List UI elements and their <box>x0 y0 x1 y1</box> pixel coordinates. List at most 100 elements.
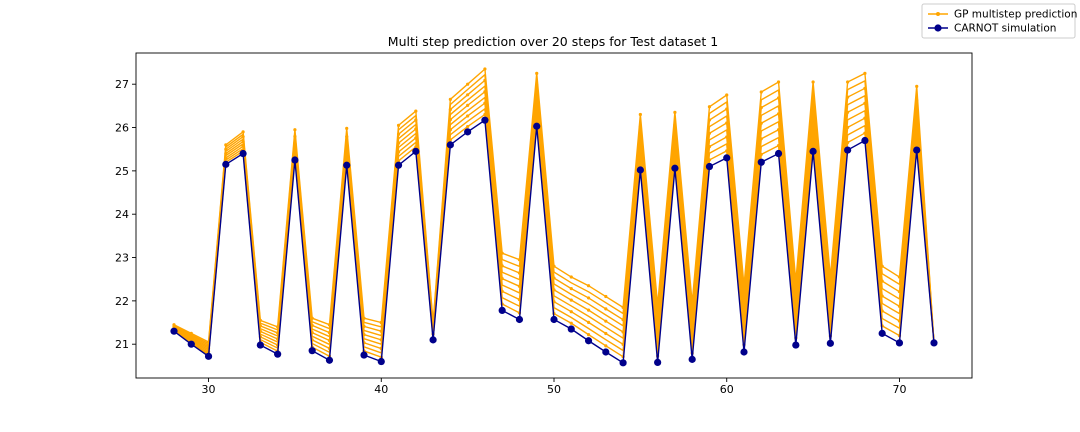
simulation-point <box>809 147 817 155</box>
prediction-point <box>880 264 884 268</box>
simulation-point <box>913 146 921 154</box>
prediction-point <box>586 296 591 300</box>
prediction-point <box>379 338 383 342</box>
prediction-point <box>794 293 798 298</box>
prediction-point <box>569 275 573 279</box>
prediction-point <box>863 116 867 120</box>
simulation-point <box>464 128 472 136</box>
prediction-point <box>880 294 884 298</box>
prediction-point <box>673 148 677 152</box>
prediction-point <box>621 342 625 346</box>
y-tick-label: 22 <box>115 295 129 308</box>
prediction-point <box>396 150 401 154</box>
prediction-point <box>345 151 349 155</box>
simulation-point <box>861 136 869 145</box>
prediction-point <box>759 152 763 156</box>
prediction-point <box>725 149 729 153</box>
prediction-point <box>500 277 504 281</box>
prediction-point <box>707 105 712 109</box>
prediction-point <box>673 160 677 164</box>
prediction-point <box>776 112 781 116</box>
prediction-point <box>811 111 815 115</box>
prediction-point <box>656 316 660 320</box>
prediction-point <box>638 162 642 166</box>
prediction-point <box>811 126 815 130</box>
prediction-point <box>241 144 245 148</box>
simulation-point <box>844 146 852 154</box>
prediction-point <box>396 141 401 145</box>
prediction-point <box>638 149 642 154</box>
prediction-point <box>725 93 729 97</box>
prediction-point <box>327 330 332 335</box>
prediction-point <box>707 145 712 149</box>
prediction-point <box>258 318 262 322</box>
simulation-point <box>204 352 213 360</box>
prediction-point <box>915 84 919 88</box>
prediction-point <box>414 118 418 122</box>
prediction-point <box>828 290 832 294</box>
prediction-point <box>759 121 763 125</box>
prediction-point <box>776 143 781 148</box>
y-axis: 21 22 23 24 25 26 27 <box>115 78 136 351</box>
prediction-point <box>846 80 850 84</box>
simulation-point <box>654 358 662 366</box>
prediction-point <box>621 318 625 322</box>
prediction-point <box>742 284 746 288</box>
simulation-point <box>619 359 627 367</box>
prediction-point <box>414 136 418 140</box>
prediction-point <box>310 323 314 328</box>
prediction-point <box>586 284 591 288</box>
prediction-point <box>258 324 262 328</box>
prediction-point <box>707 158 712 162</box>
prediction-point <box>915 141 919 145</box>
prediction-point <box>828 319 832 323</box>
prediction-point <box>224 147 228 151</box>
prediction-point <box>759 137 763 141</box>
prediction-point <box>396 132 401 136</box>
simulation-point <box>256 341 264 349</box>
prediction-point <box>552 300 556 304</box>
prediction-point <box>241 139 245 144</box>
simulation-point <box>274 350 282 358</box>
prediction-point <box>656 341 660 345</box>
x-tick-label: 40 <box>374 383 388 396</box>
x-axis: 30 40 50 60 70 <box>202 378 906 396</box>
prediction-point <box>897 275 902 279</box>
prediction-point <box>189 334 193 338</box>
prediction-point <box>897 319 902 323</box>
prediction-point <box>638 112 642 117</box>
simulation-point <box>360 351 368 359</box>
prediction-point <box>345 126 349 130</box>
prediction-point <box>517 297 522 302</box>
prediction-point <box>345 143 349 147</box>
prediction-point <box>224 151 228 156</box>
simulation-point <box>723 154 731 162</box>
prediction-point <box>483 78 487 82</box>
prediction-point <box>759 106 763 110</box>
prediction-point <box>811 142 815 146</box>
simulation-point <box>412 147 420 155</box>
simulation-point <box>170 327 178 335</box>
prediction-point <box>362 316 366 320</box>
prediction-point <box>500 264 504 268</box>
simulation-point <box>826 339 834 347</box>
prediction-point <box>604 331 608 336</box>
simulation-point <box>343 161 351 169</box>
simulation-point <box>878 329 886 337</box>
prediction-point <box>707 118 712 122</box>
prediction-point <box>586 320 591 324</box>
legend-label-prediction: GP multistep prediction <box>954 9 1077 21</box>
prediction-point <box>396 123 401 127</box>
prediction-point <box>552 264 556 268</box>
prediction-point <box>604 344 608 348</box>
prediction-point <box>517 284 522 288</box>
legend-marker-simulation <box>934 24 942 32</box>
prediction-point <box>483 67 487 71</box>
prediction-point <box>880 309 884 313</box>
prediction-point <box>811 80 815 84</box>
prediction-point <box>604 307 608 311</box>
prediction-point <box>656 329 660 333</box>
prediction-point <box>224 156 228 160</box>
prediction-point <box>638 137 642 141</box>
